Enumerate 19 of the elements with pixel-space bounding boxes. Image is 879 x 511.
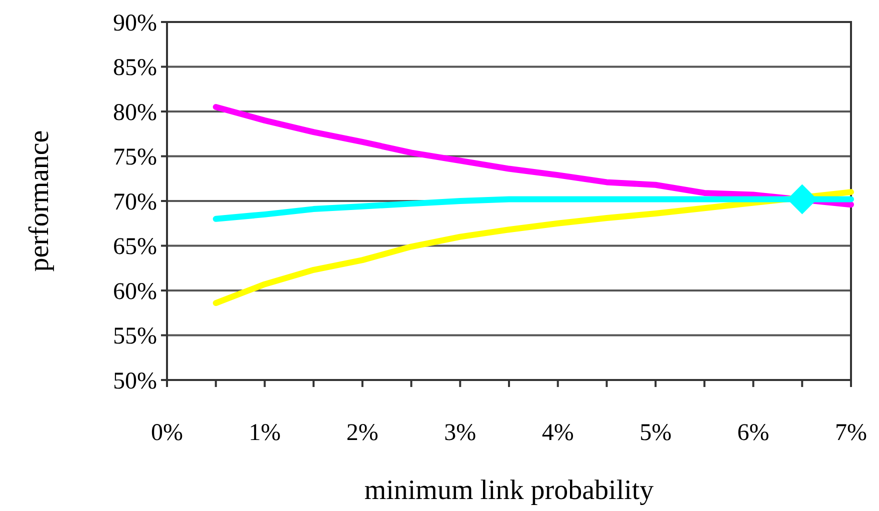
y-tick-label: 70% [113, 189, 157, 216]
x-tick-label: 1% [248, 420, 281, 446]
y-axis-title: performance [24, 130, 55, 272]
x-tick-label: 6% [737, 420, 770, 446]
x-tick-label: 4% [542, 420, 574, 446]
y-tick-label: 65% [113, 234, 157, 260]
x-tick-label: 3% [444, 420, 476, 446]
y-tick-label: 80% [113, 100, 157, 126]
x-tick-label: 5% [640, 420, 672, 446]
x-tick-label: 2% [346, 420, 378, 446]
y-tick-label: 75% [113, 144, 157, 171]
y-tick-label: 85% [113, 55, 157, 82]
y-tick-label: 50% [113, 368, 157, 394]
y-tick-label: 90% [113, 10, 157, 36]
y-tick-label: 55% [113, 324, 157, 350]
x-axis-title: minimum link probability [364, 475, 654, 506]
x-tick-label: 0% [151, 420, 183, 446]
x-tick-label: 7% [835, 420, 867, 446]
y-tick-label: 60% [113, 278, 157, 305]
